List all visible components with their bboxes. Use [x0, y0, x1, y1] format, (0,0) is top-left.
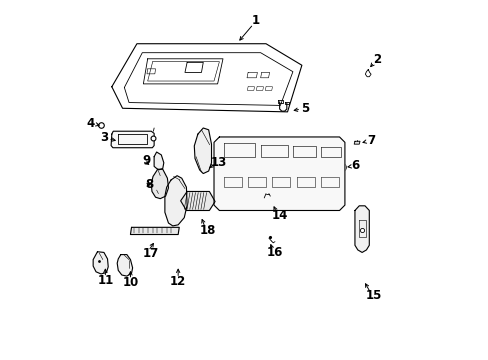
Polygon shape: [180, 192, 215, 211]
Text: 1: 1: [251, 14, 259, 27]
Text: 11: 11: [97, 274, 113, 287]
Text: 9: 9: [142, 154, 151, 167]
Polygon shape: [112, 44, 301, 112]
Text: 2: 2: [372, 53, 381, 66]
Text: 6: 6: [351, 159, 359, 172]
Text: 12: 12: [170, 275, 186, 288]
Polygon shape: [164, 176, 187, 226]
Polygon shape: [194, 128, 211, 174]
Text: 18: 18: [199, 224, 216, 237]
Text: 14: 14: [271, 210, 287, 222]
Polygon shape: [151, 169, 168, 199]
Text: 15: 15: [366, 289, 382, 302]
Text: 10: 10: [122, 276, 138, 289]
Polygon shape: [111, 131, 154, 148]
Text: 8: 8: [145, 178, 153, 191]
Polygon shape: [214, 137, 344, 211]
Text: 4: 4: [86, 117, 94, 130]
Polygon shape: [130, 227, 179, 234]
Polygon shape: [353, 141, 359, 144]
Text: 5: 5: [301, 102, 309, 115]
Text: 13: 13: [210, 156, 226, 169]
Polygon shape: [354, 206, 368, 252]
Text: 17: 17: [143, 247, 159, 260]
Text: 3: 3: [100, 131, 108, 144]
Text: 7: 7: [367, 134, 375, 147]
Polygon shape: [93, 252, 108, 274]
Text: 16: 16: [266, 246, 283, 259]
Polygon shape: [154, 152, 163, 170]
Polygon shape: [117, 255, 132, 276]
